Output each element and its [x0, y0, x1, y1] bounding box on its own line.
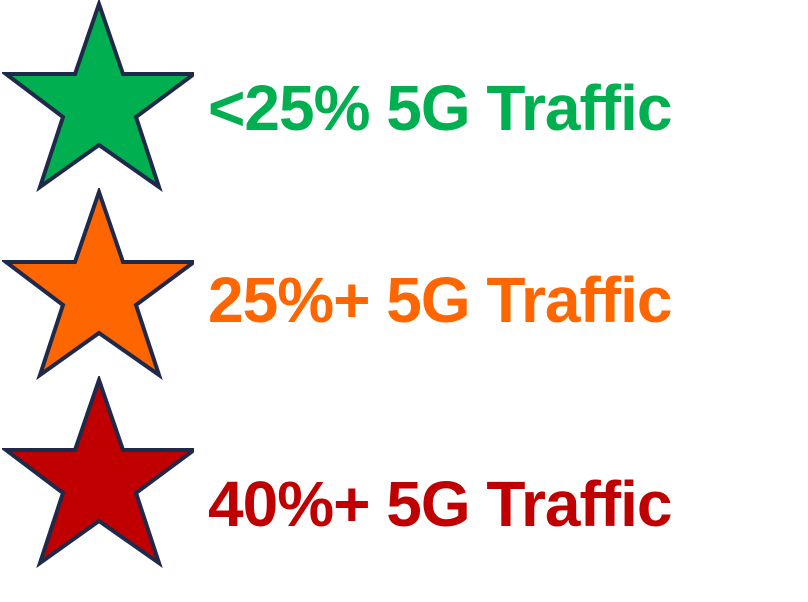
- green-star-icon: [2, 0, 194, 192]
- legend-item-40-plus: 40%+ 5G Traffic: [0, 376, 808, 568]
- legend-item-under-25: <25% 5G Traffic: [0, 0, 808, 192]
- legend-item-25-plus: 25%+ 5G Traffic: [0, 188, 808, 380]
- red-star-icon: [2, 376, 194, 568]
- legend-label: 40%+ 5G Traffic: [208, 468, 672, 540]
- legend-label: 25%+ 5G Traffic: [208, 264, 672, 336]
- legend-label: <25% 5G Traffic: [208, 72, 672, 144]
- orange-star-icon: [2, 188, 194, 380]
